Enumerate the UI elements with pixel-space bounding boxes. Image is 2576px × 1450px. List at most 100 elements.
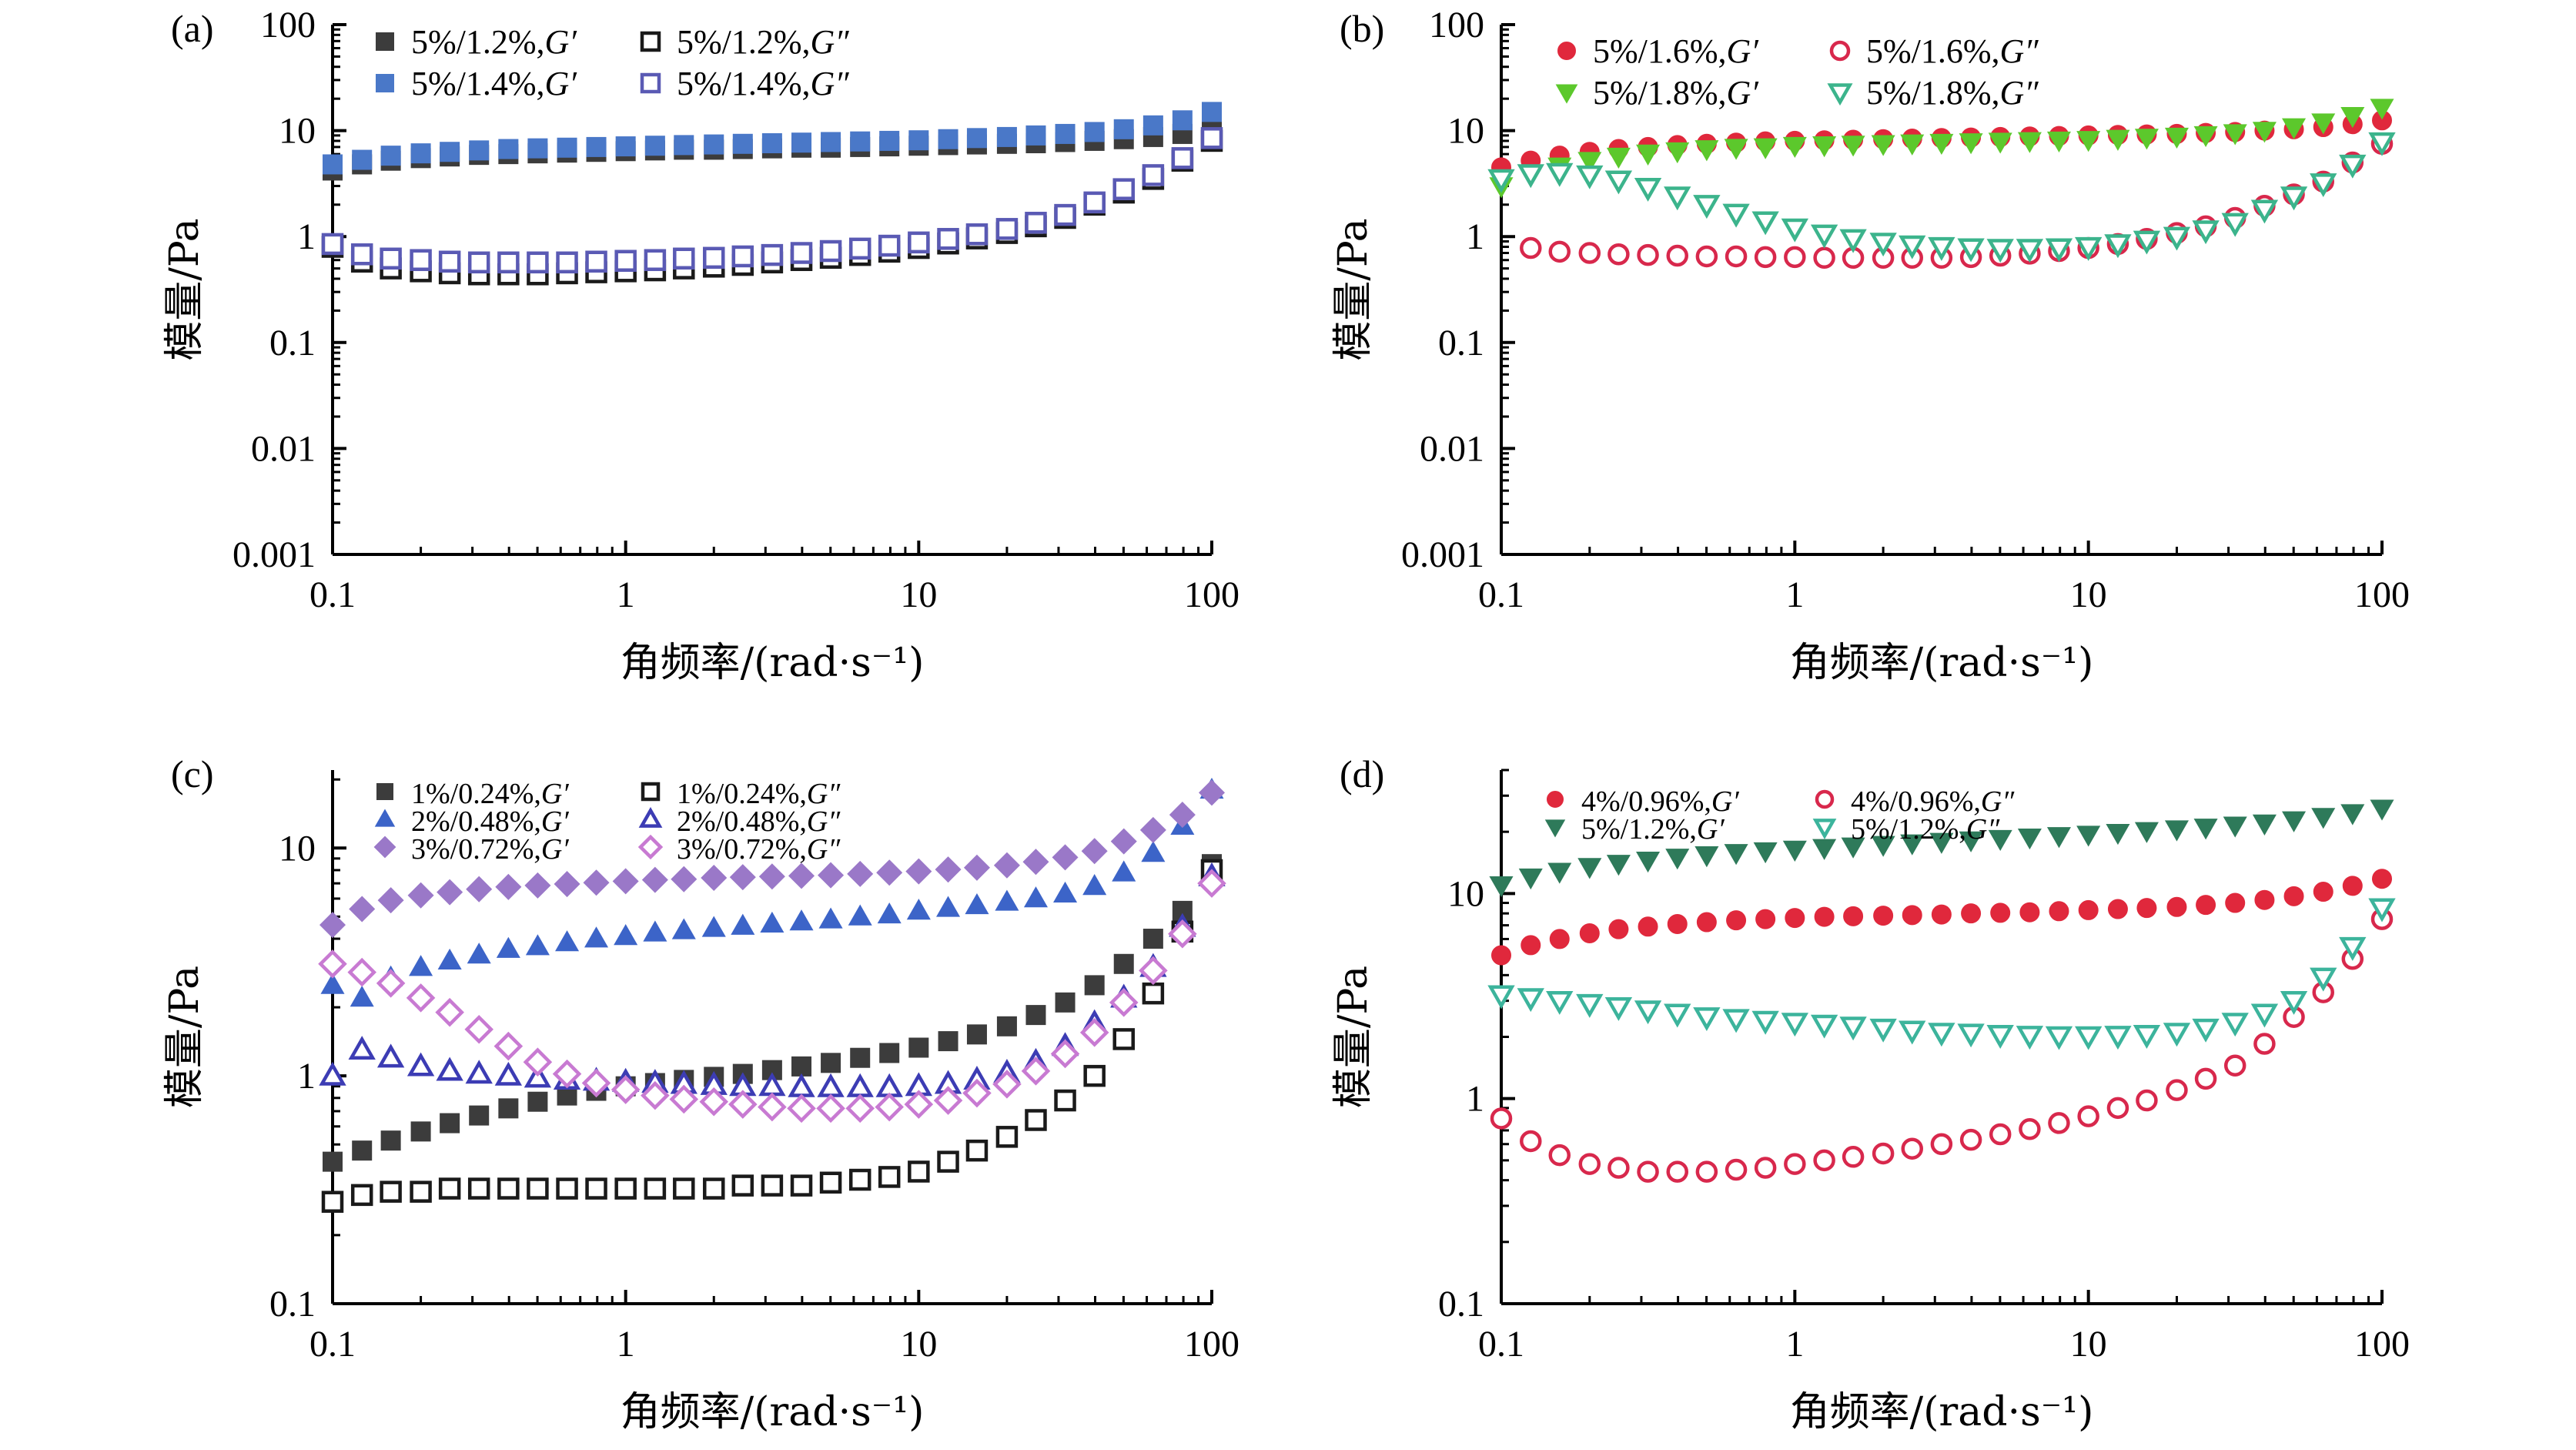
x-axis-title: 角频率/(rad·s⁻¹): [621, 1389, 925, 1435]
data-point: [1636, 852, 1661, 873]
legend-marker: [641, 782, 661, 802]
legend-marker: [374, 809, 396, 827]
legend-marker: [1544, 819, 1566, 838]
data-point: [2313, 882, 2333, 902]
data-point: [1900, 134, 1925, 156]
legend-marker: [640, 31, 661, 52]
data-point: [669, 1084, 699, 1114]
data-point: [1694, 140, 1719, 162]
data-point: [1604, 996, 1633, 1021]
data-point: [1520, 1130, 1542, 1153]
data-point: [1930, 1133, 1953, 1156]
data-point: [2368, 898, 2396, 923]
data-point: [1986, 239, 2014, 263]
data-point: [1113, 953, 1134, 974]
data-point: [1604, 170, 1633, 195]
data-point: [1142, 982, 1165, 1005]
data-point: [380, 247, 402, 270]
data-point: [933, 1086, 963, 1115]
data-point: [1871, 836, 1895, 857]
data-point: [1636, 144, 1661, 166]
data-point: [496, 936, 520, 958]
data-point: [1664, 186, 1691, 211]
panel-label: (a): [171, 7, 214, 50]
legend-marker: [1812, 819, 1837, 840]
data-point: [2196, 895, 2216, 916]
data-point: [2045, 238, 2073, 263]
data-point: [2019, 1118, 2041, 1140]
data-point: [1579, 923, 1600, 943]
data-point: [1053, 881, 1078, 903]
y-tick-label: 0.1: [1438, 1284, 1484, 1324]
x-tick-label: 1: [617, 1324, 635, 1365]
data-point: [1576, 993, 1604, 1018]
legend-entry: 5%/1.6%,G′: [1593, 32, 1759, 70]
data-point: [1637, 243, 1659, 266]
data-point: [995, 1126, 1019, 1148]
series-4: [321, 127, 1223, 274]
data-point: [2282, 811, 2307, 832]
legend-entry: 5%/1.2%,G′: [1581, 813, 1725, 846]
data-point: [1869, 1018, 1897, 1043]
data-point: [614, 924, 638, 946]
data-point: [1487, 169, 1515, 193]
data-point: [1487, 985, 1515, 1010]
data-point: [2046, 827, 2071, 849]
data-point: [875, 1092, 904, 1122]
legend-marker: [1829, 40, 1851, 62]
data-point: [845, 1093, 875, 1123]
data-point: [2017, 828, 2042, 850]
data-point: [965, 223, 989, 246]
data-point: [467, 251, 490, 274]
data-point: [467, 943, 491, 964]
data-point: [937, 228, 959, 250]
data-point: [644, 249, 667, 271]
data-point: [1841, 136, 1865, 157]
data-point: [556, 1177, 578, 1200]
legend-entry: 5%/1.8%,G′: [1593, 74, 1759, 112]
data-point: [554, 871, 580, 898]
data-point: [321, 233, 344, 256]
series-4: [1487, 132, 2396, 263]
x-tick-label: 100: [2354, 574, 2410, 615]
y-tick-label: 0.1: [1438, 323, 1484, 363]
data-point: [1695, 245, 1718, 268]
data-point: [1490, 1107, 1513, 1130]
data-point: [671, 918, 696, 939]
data-point: [1694, 846, 1719, 868]
data-point: [850, 1047, 871, 1068]
legend-marker: [1555, 84, 1578, 104]
series-3: [1489, 99, 2394, 199]
legend-marker: [376, 32, 394, 51]
y-tick-label: 10: [1447, 873, 1484, 914]
data-point: [2368, 132, 2396, 156]
data-point: [1025, 1005, 1046, 1026]
data-point: [965, 892, 989, 915]
data-point: [2106, 1097, 2129, 1120]
legend-entry: 1%/0.24%,G′: [411, 778, 569, 810]
data-point: [440, 142, 460, 162]
data-point: [761, 133, 782, 154]
data-point: [1959, 831, 1983, 852]
data-point: [758, 863, 785, 890]
x-axis-title: 角频率/(rad·s⁻¹): [1790, 1389, 2094, 1435]
data-point: [380, 146, 401, 166]
data-point: [1961, 903, 1982, 924]
data-point: [1693, 195, 1721, 219]
data-point: [2223, 1054, 2246, 1077]
x-axis-title: 角频率/(rad·s⁻¹): [621, 640, 925, 686]
data-point: [2046, 131, 2071, 153]
data-point: [1959, 1128, 1982, 1151]
data-point: [1079, 1018, 1109, 1047]
data-point: [1784, 1153, 1806, 1175]
data-point: [1546, 162, 1574, 187]
data-point: [410, 249, 432, 271]
legend-marker: [376, 74, 394, 92]
data-point: [1814, 906, 1835, 927]
data-point: [494, 1061, 523, 1086]
data-point: [380, 1130, 401, 1151]
data-point: [410, 143, 431, 164]
data-point: [1751, 1010, 1779, 1035]
data-point: [1113, 119, 1134, 139]
data-point: [612, 868, 639, 895]
